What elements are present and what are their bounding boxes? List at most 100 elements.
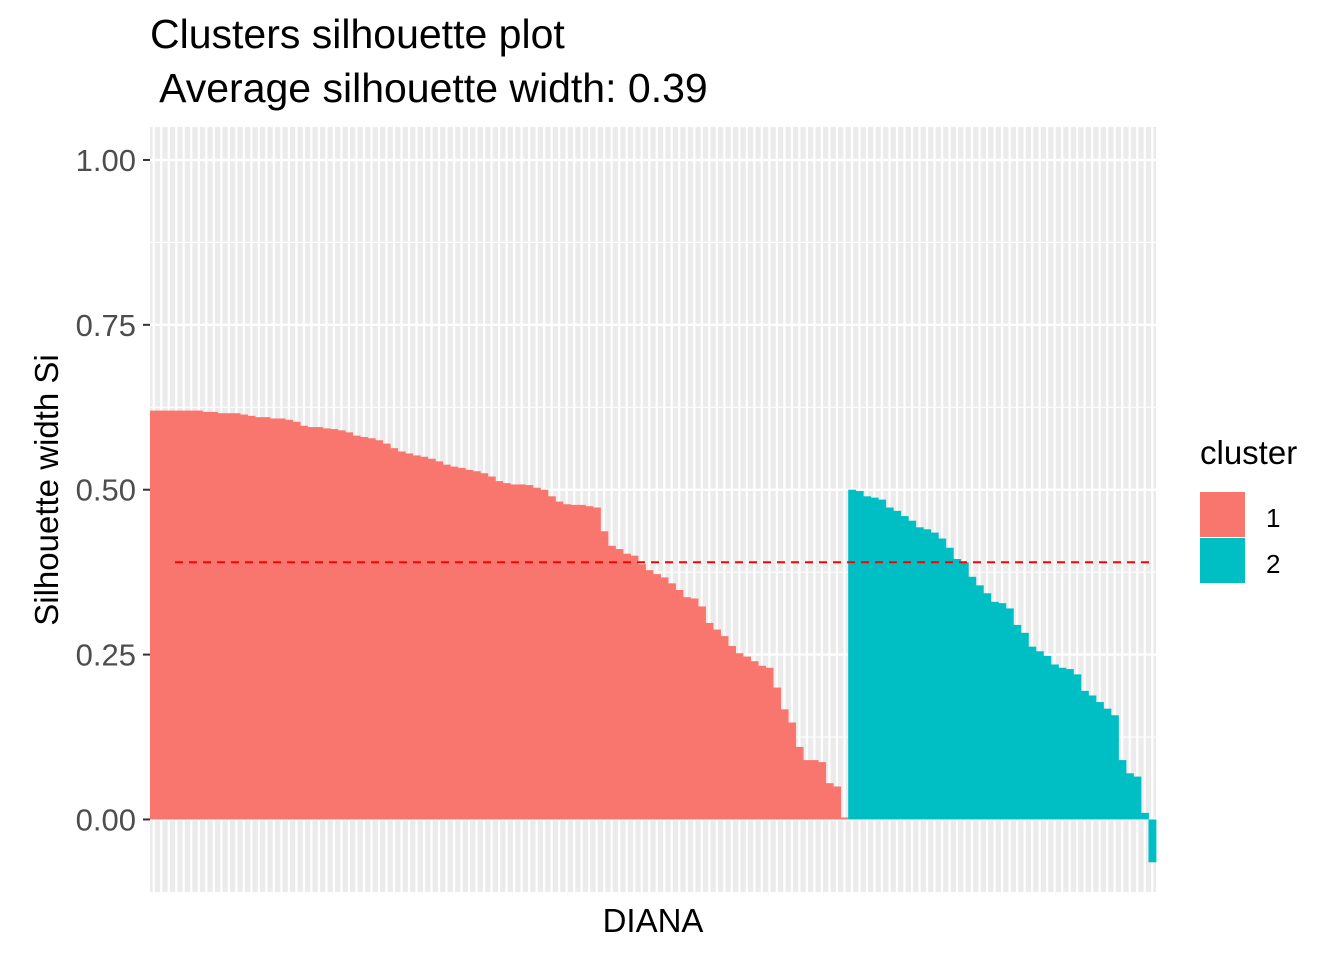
bar-cluster-2 [848, 489, 857, 820]
bar-cluster-1 [217, 413, 226, 820]
bar-cluster-1 [292, 421, 301, 820]
bar-cluster-1 [195, 410, 203, 820]
bar-cluster-2 [1103, 708, 1112, 820]
bar-cluster-2 [923, 529, 932, 820]
bar-cluster-1 [622, 553, 631, 820]
bar-cluster-1 [735, 653, 744, 820]
bar-cluster-2 [863, 496, 872, 820]
bar-cluster-1 [442, 464, 451, 820]
bar-cluster-1 [532, 487, 541, 820]
bar-cluster-2 [900, 516, 909, 820]
bar-cluster-1 [833, 786, 842, 820]
bar-cluster-2 [1073, 674, 1082, 820]
bar-cluster-1 [420, 456, 429, 820]
bar-cluster-2 [1005, 608, 1014, 820]
bar-cluster-1 [360, 436, 369, 820]
bar-cluster-2 [1028, 646, 1037, 820]
bar-cluster-1 [690, 598, 699, 820]
bar-cluster-1 [277, 418, 286, 820]
bar-cluster-2 [855, 491, 864, 820]
bar-cluster-1 [555, 501, 564, 820]
legend-title: cluster [1200, 434, 1298, 471]
legend-label-cluster-1: 1 [1266, 503, 1281, 533]
bar-cluster-1 [668, 583, 676, 820]
bar-cluster-1 [405, 453, 414, 820]
bar-cluster-1 [375, 440, 384, 820]
bar-cluster-2 [1095, 702, 1104, 820]
bar-cluster-1 [150, 410, 158, 820]
bar-cluster-2 [1050, 664, 1059, 820]
bar-cluster-2 [983, 593, 992, 820]
bar-cluster-2 [945, 547, 954, 820]
bar-cluster-1 [540, 489, 549, 820]
y-tick-label: 0.75 [76, 308, 136, 343]
bar-cluster-2 [975, 585, 984, 820]
bar-cluster-1 [495, 481, 504, 820]
bar-cluster-1 [615, 549, 624, 820]
bar-cluster-2 [1080, 690, 1089, 820]
bar-cluster-1 [795, 746, 804, 820]
bar-cluster-1 [427, 458, 436, 820]
bar-cluster-1 [780, 709, 789, 820]
bar-cluster-2 [1065, 669, 1074, 820]
y-tick-label: 1.00 [76, 143, 136, 178]
bar-cluster-2 [885, 507, 894, 820]
bar-cluster-1 [165, 410, 173, 820]
bar-cluster-1 [322, 428, 331, 820]
bar-cluster-1 [607, 545, 616, 820]
bar-cluster-1 [240, 414, 248, 820]
bar-cluster-1 [300, 425, 309, 820]
bar-cluster-1 [352, 435, 361, 820]
bar-cluster-1 [585, 506, 594, 820]
bar-cluster-1 [345, 432, 354, 820]
bar-cluster-2 [968, 576, 977, 820]
bar-cluster-1 [562, 504, 571, 820]
bar-cluster-1 [705, 622, 714, 820]
bar-cluster-1 [480, 473, 489, 820]
bar-cluster-1 [270, 418, 279, 820]
bar-cluster-2 [990, 601, 999, 820]
legend-label-cluster-2: 2 [1266, 549, 1281, 579]
bar-cluster-1 [750, 661, 759, 820]
x-axis-label: DIANA [602, 902, 704, 939]
bar-cluster-1 [202, 411, 211, 820]
bar-cluster-2 [953, 558, 962, 820]
bar-cluster-1 [187, 410, 196, 820]
legend-key-cluster-2 [1200, 538, 1245, 583]
bar-cluster-2 [1110, 715, 1119, 820]
y-axis-label: Silhouette width Si [28, 354, 65, 626]
bar-cluster-1 [517, 484, 526, 820]
bar-cluster-1 [330, 429, 339, 820]
bar-cluster-1 [788, 722, 797, 820]
bar-cluster-1 [457, 467, 466, 820]
bar-cluster-1 [397, 451, 406, 820]
bar-cluster-2 [1140, 812, 1149, 820]
bar-cluster-2 [1058, 667, 1067, 820]
bar-cluster-1 [255, 417, 264, 820]
bar-cluster-1 [262, 417, 271, 820]
bar-cluster-2 [938, 538, 947, 820]
bar-cluster-1 [450, 466, 459, 820]
bar-cluster-1 [180, 410, 188, 820]
bar-cluster-1 [810, 760, 819, 820]
bar-cluster-1 [502, 483, 511, 820]
bar-cluster-1 [758, 665, 767, 820]
bar-cluster-1 [307, 427, 316, 820]
bar-cluster-1 [818, 762, 827, 820]
bar-cluster-2 [960, 562, 969, 820]
bar-cluster-2 [1133, 776, 1142, 820]
bar-cluster-1 [487, 476, 496, 820]
bar-cluster-1 [232, 413, 241, 820]
bar-cluster-2 [1043, 655, 1052, 820]
y-axis: 0.00 0.25 0.50 0.75 1.00 [76, 143, 150, 837]
bar-cluster-1 [728, 646, 736, 820]
bar-cluster-1 [592, 507, 601, 820]
bar-cluster-1 [653, 574, 661, 820]
bar-cluster-1 [683, 597, 691, 820]
bar-cluster-1 [472, 471, 481, 820]
bar-cluster-1 [645, 570, 654, 820]
bar-cluster-1 [660, 577, 669, 820]
bar-cluster-2 [893, 510, 902, 820]
bar-cluster-2 [915, 527, 924, 820]
